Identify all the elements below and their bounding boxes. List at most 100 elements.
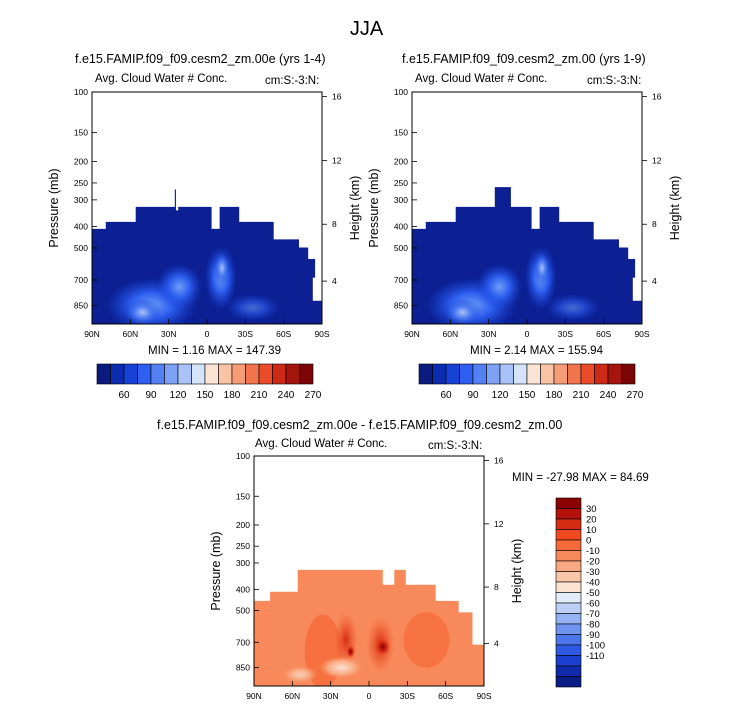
colorbar-swatch xyxy=(299,363,314,385)
colorbar-label: -70 xyxy=(586,609,600,620)
colorbar-label: 240 xyxy=(278,390,295,401)
colorbar-swatch xyxy=(555,665,582,677)
pressure-tick-label: 150 xyxy=(236,491,250,501)
latitude-tick-label: 30S xyxy=(238,329,253,339)
difference-band xyxy=(403,612,450,668)
panel2-title: f.e15.FAMIP.f09_f09.cesm2_zm.00 (yrs 1-9… xyxy=(402,52,646,66)
height-tick-label: 12 xyxy=(494,519,504,529)
colorbar-label: -80 xyxy=(586,620,600,631)
colorbar-swatch xyxy=(245,363,260,385)
colorbar-swatch xyxy=(555,497,582,509)
latitude-tick-label: 30S xyxy=(400,691,415,701)
latitude-tick-label: 90S xyxy=(314,329,329,339)
pressure-tick-label: 250 xyxy=(394,178,408,188)
cloud-core-nh xyxy=(444,298,481,324)
colorbar-label: 270 xyxy=(305,390,322,401)
panel2-units-label: cm:S:-3:N: xyxy=(587,75,642,87)
panel3-title: f.e15.FAMIP.f09_f09.cesm2_zm.00e - f.e15… xyxy=(157,418,563,432)
cloud-maximum-tropics xyxy=(476,263,523,311)
colorbar-label: -30 xyxy=(586,567,600,578)
colorbar-swatch xyxy=(486,363,501,385)
pressure-tick-label: 400 xyxy=(236,584,250,594)
colorbar-swatch xyxy=(580,363,595,385)
panel2-field xyxy=(412,187,642,324)
pressure-tick-label: 100 xyxy=(74,87,88,97)
colorbar-swatch xyxy=(513,363,528,385)
height-tick-label: 12 xyxy=(332,155,342,165)
latitude-tick-label: 0 xyxy=(367,691,372,701)
panel1-units-label: cm:S:-3:N: xyxy=(265,75,320,87)
pressure-tick-label: 250 xyxy=(236,541,250,551)
colorbar-swatch xyxy=(123,363,138,385)
latitude-tick-label: 60S xyxy=(438,691,453,701)
pressure-tick-label: 250 xyxy=(74,178,88,188)
cloud-core-nh xyxy=(124,298,161,324)
colorbar-swatch xyxy=(204,363,219,385)
pressure-tick-label: 700 xyxy=(236,637,250,647)
latitude-tick-label: 60N xyxy=(443,329,459,339)
latitude-tick-label: 30N xyxy=(161,329,177,339)
latitude-tick-label: 60N xyxy=(285,691,301,701)
pressure-tick-label: 700 xyxy=(74,275,88,285)
colorbar-label: 120 xyxy=(170,390,187,401)
colorbar-label: 0 xyxy=(586,536,591,547)
colorbar-swatch xyxy=(285,363,300,385)
pressure-tick-label: 150 xyxy=(74,128,88,138)
difference-minimum xyxy=(281,665,319,684)
colorbar-swatch xyxy=(499,363,514,385)
colorbar-swatch xyxy=(621,363,636,385)
colorbar-label: -110 xyxy=(586,651,604,662)
height-axis-label: Height (km) xyxy=(668,176,682,241)
difference-minimum xyxy=(318,656,365,680)
colorbar-1: 60 90 120 150 180 210 240 270 xyxy=(96,363,322,401)
latitude-tick-label: 60N xyxy=(123,329,139,339)
panel1-stats: MIN = 1.16 MAX = 147.39 xyxy=(148,345,281,357)
height-tick-label: 16 xyxy=(652,92,662,102)
colorbar-label: -50 xyxy=(586,588,600,599)
pressure-tick-label: 300 xyxy=(394,195,408,205)
colorbar-swatch xyxy=(258,363,273,385)
pressure-tick-label: 100 xyxy=(236,451,250,461)
pressure-tick-label: 300 xyxy=(74,195,88,205)
colorbar-swatch xyxy=(218,363,233,385)
colorbar-label: 120 xyxy=(492,390,509,401)
latitude-tick-label: 0 xyxy=(205,329,210,339)
pressure-tick-label: 200 xyxy=(236,520,250,530)
height-tick-label: 8 xyxy=(332,219,337,229)
panel1-field xyxy=(92,189,322,324)
colorbar-label: 150 xyxy=(519,390,536,401)
difference-peak xyxy=(374,637,391,657)
height-axis-label: Height (km) xyxy=(510,539,524,604)
panel1-variable-label: Avg. Cloud Water # Conc. xyxy=(95,73,228,85)
panel3-stats: MIN = -27.98 MAX = 84.69 xyxy=(512,472,649,484)
colorbar-swatch xyxy=(555,592,582,604)
colorbar-swatch xyxy=(555,571,582,583)
colorbar-swatch xyxy=(555,560,582,572)
cloud-shallow-sh xyxy=(545,293,601,322)
pressure-tick-label: 850 xyxy=(74,300,88,310)
colorbar-label: 180 xyxy=(546,390,563,401)
colorbar-label: 10 xyxy=(586,525,597,536)
panel2-variable-label: Avg. Cloud Water # Conc. xyxy=(415,73,548,85)
colorbar-swatch xyxy=(96,363,111,385)
colorbar-swatch xyxy=(191,363,206,385)
cloud-maximum-tropics xyxy=(156,263,203,311)
colorbar-swatch xyxy=(418,363,433,385)
colorbar-swatch xyxy=(555,508,582,520)
pressure-tick-label: 100 xyxy=(394,87,408,97)
colorbar-swatch xyxy=(555,676,582,688)
latitude-tick-label: 60S xyxy=(596,329,611,339)
latitude-tick-label: 30N xyxy=(481,329,497,339)
cloud-core-equator xyxy=(533,252,550,285)
height-tick-label: 4 xyxy=(332,276,337,286)
latitude-tick-label: 90S xyxy=(476,691,491,701)
latitude-tick-label: 90S xyxy=(634,329,649,339)
height-tick-label: 4 xyxy=(652,276,657,286)
colorbar-2: 60 90 120 150 180 210 240 270 xyxy=(418,363,644,401)
panel3-units-label: cm:S:-3:N: xyxy=(428,440,483,452)
colorbar-swatch xyxy=(555,623,582,635)
panel3-variable-label: Avg. Cloud Water # Conc. xyxy=(255,438,388,450)
pressure-tick-label: 300 xyxy=(236,558,250,568)
colorbar-swatch xyxy=(472,363,487,385)
colorbar-swatch xyxy=(137,363,152,385)
